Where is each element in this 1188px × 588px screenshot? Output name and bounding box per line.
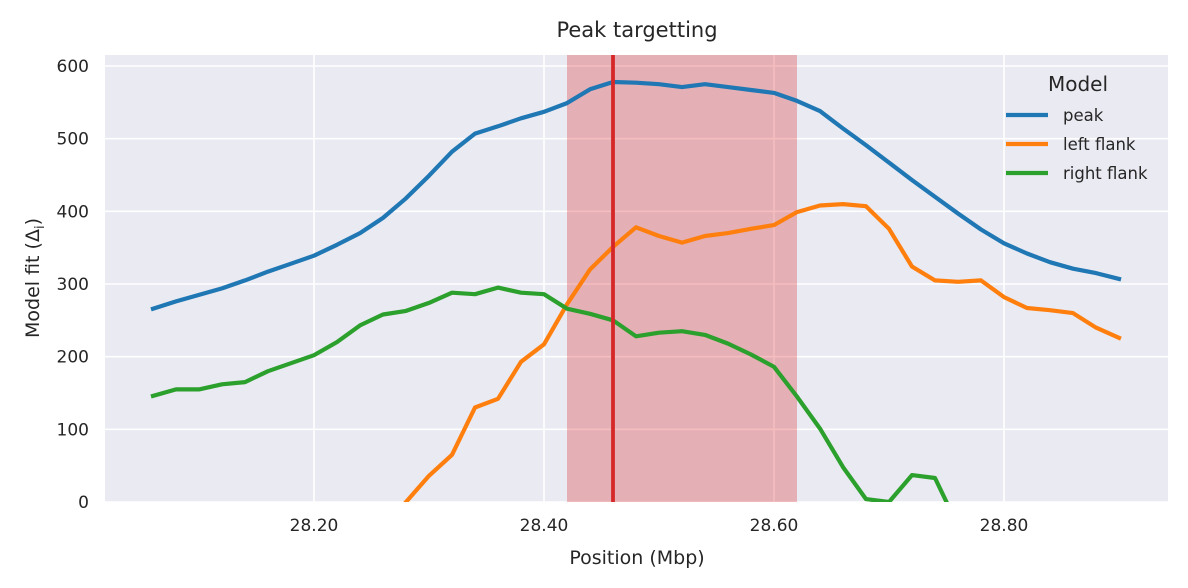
legend-label: peak (1063, 106, 1104, 125)
y-axis-label-subscript: i (33, 225, 48, 229)
plot-area (105, 55, 1168, 502)
legend-label: left flank (1063, 135, 1136, 154)
y-tick-label: 300 (57, 275, 89, 295)
y-axis-label-main: Model fit (Δ (22, 229, 44, 338)
y-tick-label: 100 (57, 420, 89, 440)
series-layer (150, 79, 1122, 502)
y-axis-label-close: ) (22, 218, 44, 225)
grid-lines (105, 55, 1168, 503)
legend-label: right flank (1063, 164, 1148, 183)
x-tick-label: 28.80 (980, 516, 1029, 536)
y-axis-label: Model fit (Δi) (22, 218, 48, 338)
y-tick-label: 0 (78, 493, 89, 513)
x-axis-label: Position (Mbp) (569, 547, 704, 569)
y-tick-label: 200 (57, 348, 89, 368)
legend-title: Model (1048, 72, 1108, 96)
y-tick-label: 400 (57, 202, 89, 222)
series-line-left-flank (403, 202, 1122, 502)
highlight-region (567, 55, 797, 502)
x-tick-label: 28.60 (750, 516, 799, 536)
chart-title: Peak targetting (556, 18, 717, 42)
series-line-peak (150, 79, 1122, 312)
x-tick-label: 28.20 (290, 516, 339, 536)
x-tick-label: 28.40 (520, 516, 569, 536)
series-line-right-flank (150, 285, 949, 502)
highlight-layer (567, 55, 797, 502)
legend: Model peak left flank right flank (1006, 72, 1148, 183)
y-tick-label: 500 (57, 130, 89, 150)
tick-labels: 0 100 200 300 400 500 600 28.20 28.40 28.60 28.80 (57, 57, 1029, 536)
y-tick-label: 600 (57, 57, 89, 77)
